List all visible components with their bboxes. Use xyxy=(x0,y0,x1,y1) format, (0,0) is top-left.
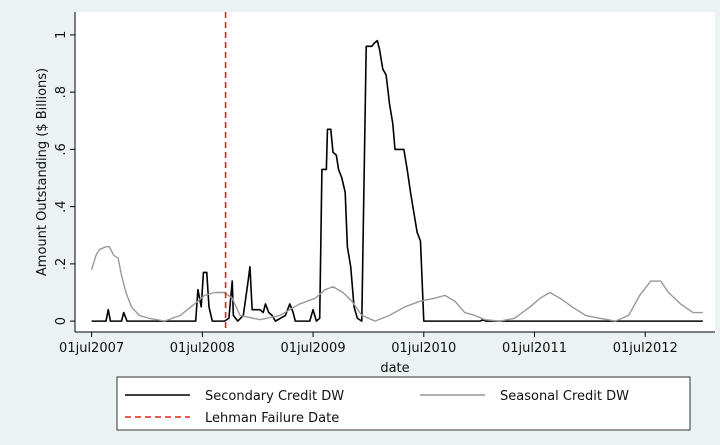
series-line xyxy=(91,39,703,322)
x-tick-label: 01jul2007 xyxy=(59,341,124,356)
legend-box xyxy=(116,376,691,431)
y-axis-title: Amount Outstanding ($ Billions) xyxy=(35,68,50,276)
y-tick-label: .6 xyxy=(54,143,69,155)
x-tick-label: 01jul2010 xyxy=(391,341,456,356)
legend-label: Seasonal Credit DW xyxy=(500,389,629,404)
y-tick-label: 1 xyxy=(54,31,69,39)
x-tick-label: 01jul2011 xyxy=(502,341,567,356)
y-tick-label: .2 xyxy=(54,258,69,270)
legend-label: Lehman Failure Date xyxy=(205,411,339,426)
legend-label: Secondary Credit DW xyxy=(205,389,344,404)
y-tick-label: .4 xyxy=(54,200,69,212)
x-tick-label: 01jul2008 xyxy=(170,341,235,356)
y-tick-label: .8 xyxy=(54,86,69,98)
series-line xyxy=(90,246,703,322)
x-axis-title: date xyxy=(380,361,409,376)
plot-area xyxy=(75,12,715,332)
x-tick-label: 01jul2012 xyxy=(613,341,678,356)
y-tick-label: 0 xyxy=(54,317,69,325)
x-tick-label: 01jul2009 xyxy=(281,341,346,356)
